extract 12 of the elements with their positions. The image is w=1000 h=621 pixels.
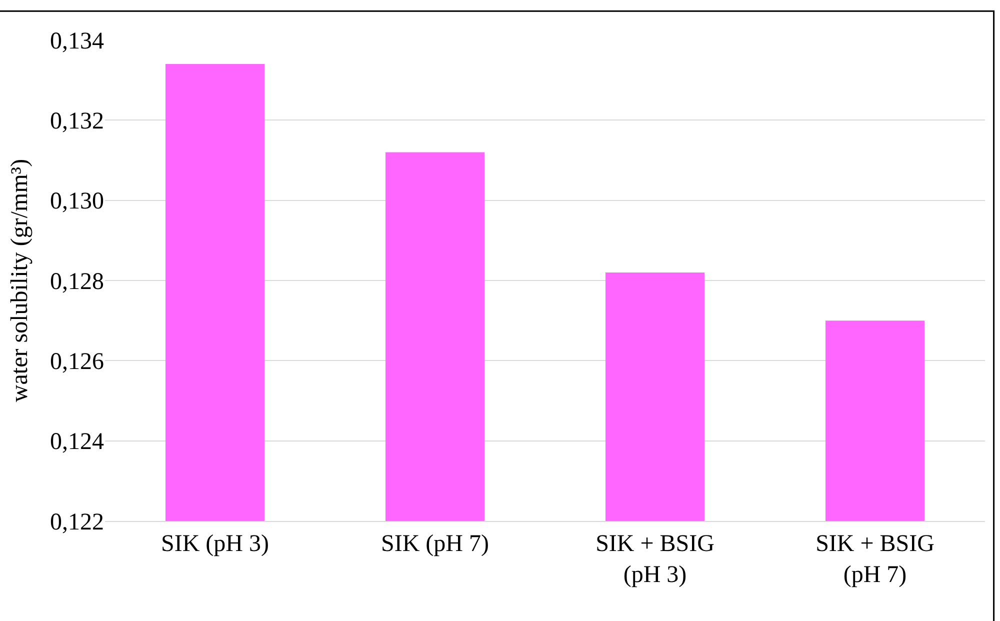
y-axis-title: water solubility (gr/mm³) xyxy=(7,158,34,402)
y-tick-label: 0,132 xyxy=(50,108,104,135)
y-tick-label: 0,126 xyxy=(50,349,104,376)
x-tick-label: SIK + BSIG (pH 7) xyxy=(816,530,934,588)
x-tick-label: SIK (pH 7) xyxy=(381,530,489,557)
y-tick-label: 0,130 xyxy=(50,188,104,215)
y-tick-label: 0,122 xyxy=(50,509,104,536)
y-tick-label: 0,128 xyxy=(50,268,104,295)
y-tick-label: 0,124 xyxy=(50,429,104,456)
y-tick-label: 0,134 xyxy=(50,28,104,54)
x-tick-label: SIK (pH 3) xyxy=(161,530,269,557)
x-tick-label: SIK + BSIG (pH 3) xyxy=(596,530,714,588)
